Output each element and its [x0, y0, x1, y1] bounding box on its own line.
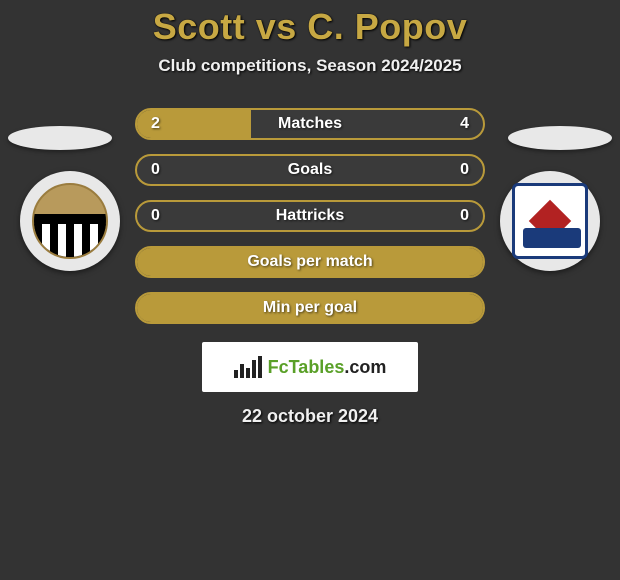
stat-row: 00Hattricks: [135, 200, 485, 232]
stat-label: Matches: [137, 110, 483, 138]
stat-label: Hattricks: [137, 202, 483, 230]
barrow-crest-icon: [512, 183, 588, 259]
brand-suffix: .com: [344, 357, 386, 377]
stat-row: 00Goals: [135, 154, 485, 186]
brand-text: FcTables.com: [268, 357, 387, 378]
stat-label: Goals per match: [137, 248, 483, 276]
stat-row: Min per goal: [135, 292, 485, 324]
team-right-badge[interactable]: [500, 171, 600, 271]
bars-icon: [234, 356, 262, 378]
team-left-ellipse: [8, 126, 112, 150]
team-left-badge[interactable]: [20, 171, 120, 271]
brand-name: FcTables: [268, 357, 345, 377]
stat-label: Goals: [137, 156, 483, 184]
team-right-ellipse: [508, 126, 612, 150]
subtitle: Club competitions, Season 2024/2025: [0, 56, 620, 76]
date-label: 22 october 2024: [0, 406, 620, 427]
page-title: Scott vs C. Popov: [0, 6, 620, 48]
stat-label: Min per goal: [137, 294, 483, 322]
brand-badge[interactable]: FcTables.com: [202, 342, 418, 392]
stat-row: Goals per match: [135, 246, 485, 278]
stat-row: 24Matches: [135, 108, 485, 140]
notts-county-crest-icon: [32, 183, 108, 259]
